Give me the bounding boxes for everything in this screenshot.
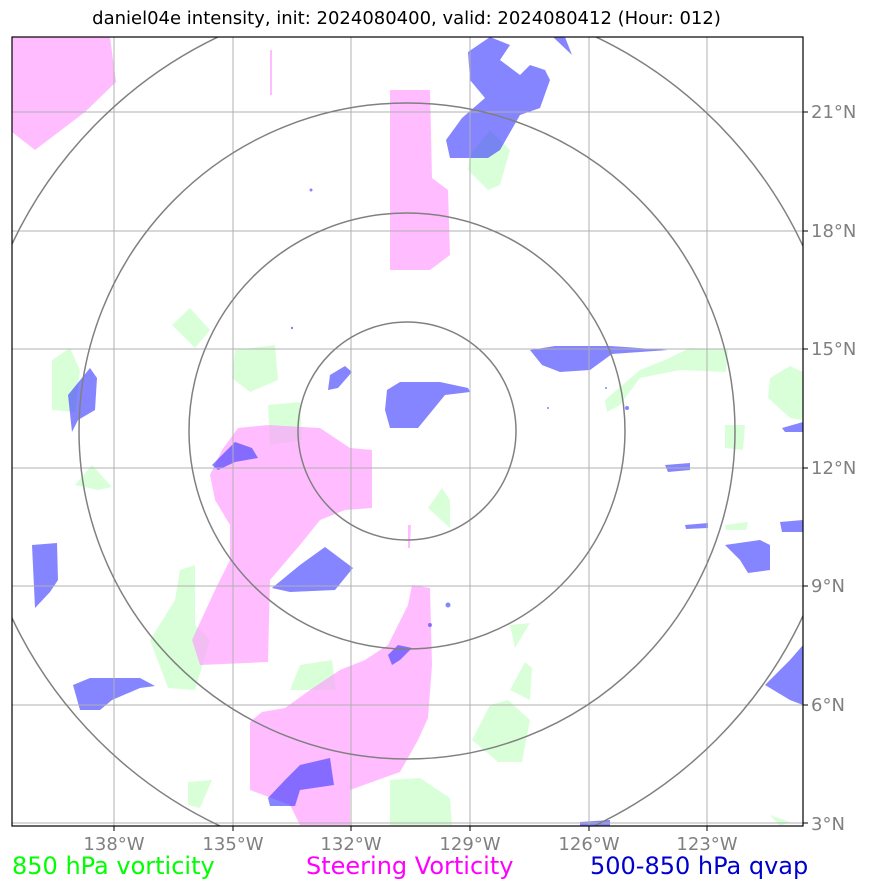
legend-steering-vorticity: Steering Vorticity: [306, 852, 514, 880]
lat-tick-label: 6°N: [811, 695, 845, 716]
qvap-layer: [32, 37, 803, 826]
lon-tick-label: 126°W: [558, 834, 619, 855]
legend-qvap: 500-850 hPa qvap: [590, 852, 809, 880]
lon-tick-labels: 138°W 135°W 132°W 129°W 126°W 123°W: [83, 834, 737, 855]
lon-tick-label: 123°W: [676, 834, 737, 855]
lon-tick-label: 138°W: [83, 834, 144, 855]
gridlines: [12, 37, 803, 826]
lat-tick-label: 18°N: [811, 221, 856, 242]
lat-tick-label: 3°N: [811, 814, 845, 835]
lon-tick-label: 135°W: [202, 834, 263, 855]
map-title: daniel04e intensity, init: 2024080400, v…: [92, 8, 721, 29]
lon-tick-label: 129°W: [439, 834, 500, 855]
legend-850-vorticity: 850 hPa vorticity: [12, 852, 215, 880]
steering-vorticity-layer: [12, 37, 450, 825]
lat-tick-label: 9°N: [811, 576, 845, 597]
legend: 850 hPa vorticity Steering Vorticity 500…: [0, 852, 873, 884]
lat-tick-labels: 21°N 18°N 15°N 12°N 9°N 6°N 3°N: [811, 102, 856, 835]
lat-tick-label: 12°N: [811, 458, 856, 479]
range-rings: [12, 37, 803, 826]
lat-tick-label: 21°N: [811, 102, 856, 123]
lon-tick-label: 132°W: [320, 834, 381, 855]
tick-marks: [113, 111, 808, 831]
plot-frame: [11, 36, 804, 827]
lat-tick-label: 15°N: [811, 339, 856, 360]
